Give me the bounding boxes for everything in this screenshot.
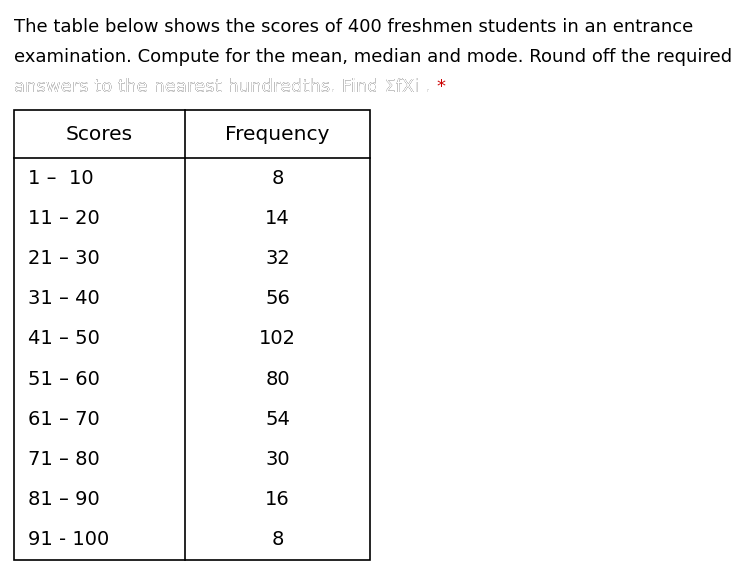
Text: answers to the nearest hundredths. Find ΣfXi .: answers to the nearest hundredths. Find … [14, 78, 437, 96]
Text: 11 – 20: 11 – 20 [28, 209, 100, 228]
Text: 16: 16 [265, 490, 290, 509]
Text: 80: 80 [265, 370, 290, 389]
Text: 91 - 100: 91 - 100 [28, 531, 109, 549]
Text: 30: 30 [265, 450, 290, 469]
Text: 102: 102 [259, 329, 296, 349]
Text: 8: 8 [271, 531, 284, 549]
Text: 61 – 70: 61 – 70 [28, 410, 100, 429]
Text: The table below shows the scores of 400 freshmen students in an entrance: The table below shows the scores of 400 … [14, 18, 693, 36]
Text: 71 – 80: 71 – 80 [28, 450, 100, 469]
Text: 8: 8 [271, 168, 284, 188]
Bar [14, 110, 370, 560]
Text: 56: 56 [265, 289, 290, 308]
Text: examination. Compute for the mean, median and mode. Round off the required: examination. Compute for the mean, media… [14, 48, 732, 66]
Text: 41 – 50: 41 – 50 [28, 329, 100, 349]
Text: *: * [437, 78, 446, 96]
Text: 31 – 40: 31 – 40 [28, 289, 100, 308]
Text: 14: 14 [265, 209, 290, 228]
Text: 81 – 90: 81 – 90 [28, 490, 100, 509]
Text: 21 – 30: 21 – 30 [28, 249, 100, 268]
Text: 1 –  10: 1 – 10 [28, 168, 94, 188]
Text: 51 – 60: 51 – 60 [28, 370, 100, 389]
Text: answers to the nearest hundredths. Find ΣfXi .: answers to the nearest hundredths. Find … [14, 78, 437, 96]
Text: 32: 32 [265, 249, 290, 268]
Text: Scores: Scores [66, 125, 133, 143]
Text: 54: 54 [265, 410, 290, 429]
Text: Frequency: Frequency [226, 125, 329, 143]
